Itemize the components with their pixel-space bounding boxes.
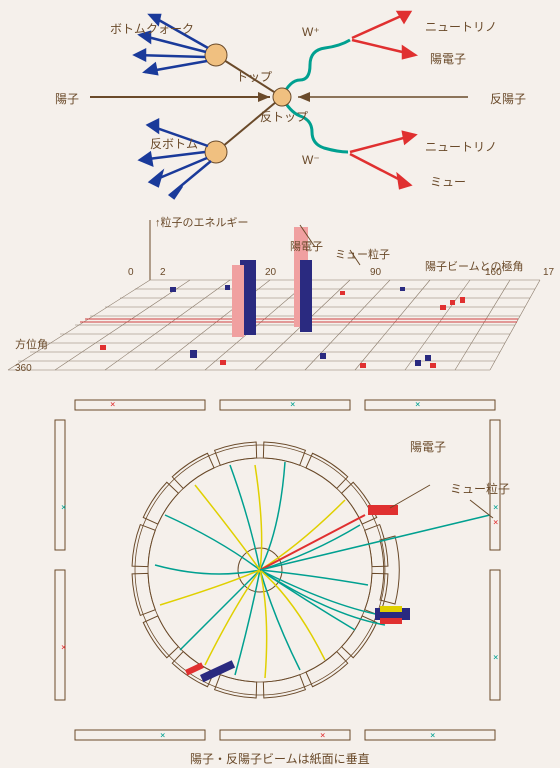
label-proton: 陽子: [55, 90, 79, 107]
lego-xlabel: 陽子ビームとの極角: [425, 258, 524, 274]
lego-tick-90: 90: [370, 267, 381, 278]
label-muon: ミュー: [430, 173, 466, 190]
lego-tick-360: 360: [15, 363, 32, 374]
lego-muon: ミュー粒子: [335, 246, 390, 262]
label-antiproton: 反陽子: [490, 90, 526, 107]
lego-title: ↑粒子のエネルギー: [155, 214, 249, 230]
det-muon: ミュー粒子: [450, 480, 510, 497]
svg-text:×: ×: [493, 653, 498, 663]
detector-diagram: × × × × × × × × × × ×: [0, 395, 560, 765]
svg-text:×: ×: [61, 643, 66, 653]
svg-text:×: ×: [160, 731, 165, 741]
svg-text:×: ×: [430, 731, 435, 741]
label-neutrino-top: ニュートリノ: [425, 18, 497, 35]
lego-tick-20: 20: [265, 267, 276, 278]
label-antitop: 反トップ: [260, 108, 308, 125]
label-positron-top: 陽電子: [430, 50, 466, 67]
svg-text:×: ×: [110, 400, 115, 410]
det-caption: 陽子・反陽子ビームは紙面に垂直: [190, 750, 370, 767]
svg-text:×: ×: [415, 400, 420, 410]
lego-tick-160: 160: [485, 267, 502, 278]
label-neutrino-bot: ニュートリノ: [425, 138, 497, 155]
lego-plot: [0, 205, 560, 395]
svg-text:×: ×: [320, 731, 325, 741]
svg-text:×: ×: [61, 503, 66, 513]
svg-text:×: ×: [493, 518, 498, 528]
label-antibottom: 反ボトム: [150, 135, 198, 152]
lego-tick-17: 17: [543, 267, 554, 278]
det-positron: 陽電子: [410, 438, 446, 455]
lego-tick-2: 2: [160, 267, 166, 278]
lego-tick-0: 0: [128, 267, 134, 278]
label-bottom-quark: ボトムクォーク: [110, 20, 194, 37]
svg-text:×: ×: [290, 400, 295, 410]
svg-text:×: ×: [493, 503, 498, 513]
lego-ylabel: 方位角: [15, 336, 48, 352]
label-w-plus: W⁺: [302, 25, 320, 39]
label-top: トップ: [236, 68, 272, 85]
lego-positron: 陽電子: [290, 238, 323, 254]
label-w-minus: W⁻: [302, 153, 320, 167]
